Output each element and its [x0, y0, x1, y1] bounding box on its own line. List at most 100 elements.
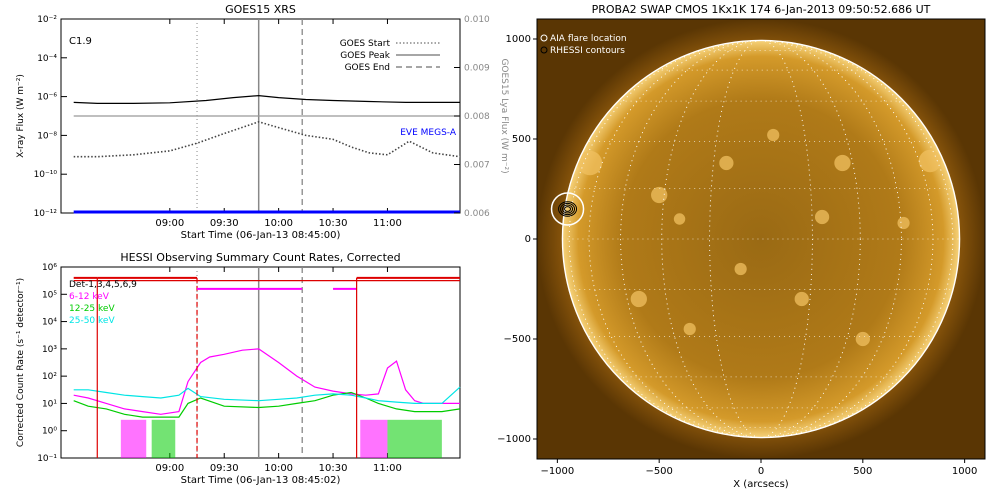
- solar-disk: [562, 40, 960, 438]
- y-tick-label: 10⁻⁸: [37, 131, 57, 141]
- y-tick-label: 500: [512, 134, 531, 145]
- rate-block: [360, 419, 388, 458]
- active-region: [918, 149, 942, 173]
- legend-label: 25-50 keV: [69, 316, 115, 326]
- rate-block: [387, 419, 442, 458]
- y-right-tick-label: 0.010: [464, 15, 490, 25]
- eve-label: EVE MEGS-A: [400, 128, 457, 138]
- legend-marker: [540, 34, 548, 42]
- y-tick-label: 10⁵: [42, 290, 57, 300]
- x-tick-label: 09:00: [155, 463, 184, 474]
- y-right-tick-label: 0.007: [464, 161, 490, 171]
- active-region: [630, 290, 647, 308]
- panel-0: GOES15 XRS 09:00 09:30 10:00 10:30 11:00 Start…: [16, 3, 509, 241]
- y-tick-label: 10⁻¹: [37, 454, 57, 464]
- longitude-line: [620, 40, 902, 438]
- x-tick-label: 09:30: [210, 463, 239, 474]
- x-tick-label: 11:00: [373, 218, 402, 229]
- active-region: [719, 155, 734, 171]
- legend-label: GOES Start: [340, 39, 391, 49]
- y-tick-label: −500: [504, 334, 531, 345]
- active-region: [814, 209, 830, 225]
- y-right-tick-label: 0.009: [464, 64, 490, 74]
- x-tick-label: 10:00: [264, 218, 293, 229]
- legend-label: GOES Peak: [340, 51, 390, 61]
- series-line: [73, 120, 461, 158]
- rate-block: [151, 419, 176, 458]
- rhessi-contour: [558, 201, 578, 217]
- legend-marker: [540, 46, 548, 54]
- series-line: [73, 94, 460, 105]
- x-tick-label: 10:30: [319, 463, 348, 474]
- y-right-axis-label: GOES15 Lya Flux (W m⁻²): [499, 58, 509, 173]
- y-tick-label: 10⁴: [42, 318, 57, 328]
- active-region: [794, 291, 809, 307]
- active-region: [673, 213, 686, 225]
- x-axis-label: X (arcsecs): [733, 479, 789, 490]
- y-tick-label: 10⁻⁶: [37, 93, 57, 103]
- y-tick-label: 10⁶: [42, 263, 57, 273]
- x-tick-label: 10:00: [264, 463, 293, 474]
- panel-1: HESSI Observing Summary Count Rates, Cor…: [16, 251, 461, 486]
- rate-block: [120, 419, 147, 458]
- y-axis-label: X-ray Flux (W m⁻²): [16, 74, 26, 158]
- y-tick-label: 10⁻⁴: [37, 54, 57, 64]
- x-tick-label: −1000: [540, 466, 574, 477]
- series-line: [73, 348, 460, 415]
- x-tick-label: 09:30: [210, 218, 239, 229]
- x-tick-label: 500: [853, 466, 872, 477]
- y-tick-label: 10⁻¹²: [34, 209, 58, 219]
- y-tick-label: 0: [525, 234, 531, 245]
- legend-label: 6-12 keV: [69, 292, 110, 302]
- y-right-tick-label: 0.006: [464, 209, 490, 219]
- chart-title: PROBA2 SWAP CMOS 1Kx1K 174 6-Jan-2013 09…: [592, 3, 931, 16]
- rhessi-contour: [562, 204, 574, 214]
- longitude-line: [568, 40, 954, 438]
- y-tick-label: 1000: [506, 34, 531, 45]
- longitude-line: [588, 40, 934, 438]
- series-line: [73, 386, 461, 404]
- rhessi-contour: [560, 202, 576, 216]
- legend-label: Det-1,3,4,5,6,9: [69, 280, 137, 290]
- active-region: [834, 154, 851, 172]
- y-axis-label: Corrected Count Rate (s⁻¹ detector⁻¹): [16, 278, 26, 447]
- active-region: [897, 216, 910, 230]
- x-tick-label: 09:00: [155, 218, 184, 229]
- longitude-line: [661, 40, 861, 438]
- active-region: [577, 150, 603, 176]
- rhessi-contour: [564, 206, 572, 212]
- active-region: [734, 262, 747, 276]
- y-tick-label: 10¹: [42, 399, 57, 409]
- active-region: [683, 322, 696, 336]
- legend-label: 12-25 keV: [69, 304, 115, 314]
- chart-title: GOES15 XRS: [225, 3, 296, 16]
- series-line: [73, 391, 461, 418]
- panel-2: PROBA2 SWAP CMOS 1Kx1K 174 6-Jan-2013 09…: [497, 3, 986, 490]
- legend-label: GOES End: [345, 63, 390, 73]
- y-tick-label: −1000: [497, 434, 531, 445]
- y-tick-label: 10⁻²: [37, 15, 57, 25]
- active-region: [767, 128, 780, 142]
- flare-class-label: C1.9: [69, 36, 92, 47]
- active-region: [855, 331, 870, 347]
- x-tick-label: 0: [758, 466, 764, 477]
- y-tick-label: 10⁰: [42, 427, 57, 437]
- y-right-tick-label: 0.008: [464, 112, 490, 122]
- y-tick-label: 10⁻¹⁰: [34, 170, 58, 180]
- y-tick-label: 10³: [42, 345, 57, 355]
- x-tick-label: 10:30: [319, 218, 348, 229]
- x-axis-label: Start Time (06-Jan-13 08:45:02): [181, 475, 341, 486]
- active-region: [651, 186, 668, 204]
- x-tick-label: 1000: [952, 466, 977, 477]
- y-tick-label: 10²: [42, 372, 57, 382]
- plot-frame: [60, 266, 461, 459]
- legend-label: AIA flare location: [550, 34, 627, 44]
- legend-label: RHESSI contours: [550, 46, 625, 56]
- x-tick-label: −500: [645, 466, 672, 477]
- chart-title: HESSI Observing Summary Count Rates, Cor…: [120, 251, 400, 264]
- aia-flare-circle: [550, 192, 585, 226]
- x-axis-label: Start Time (06-Jan-13 08:45:00): [181, 230, 341, 241]
- x-tick-label: 11:00: [373, 463, 402, 474]
